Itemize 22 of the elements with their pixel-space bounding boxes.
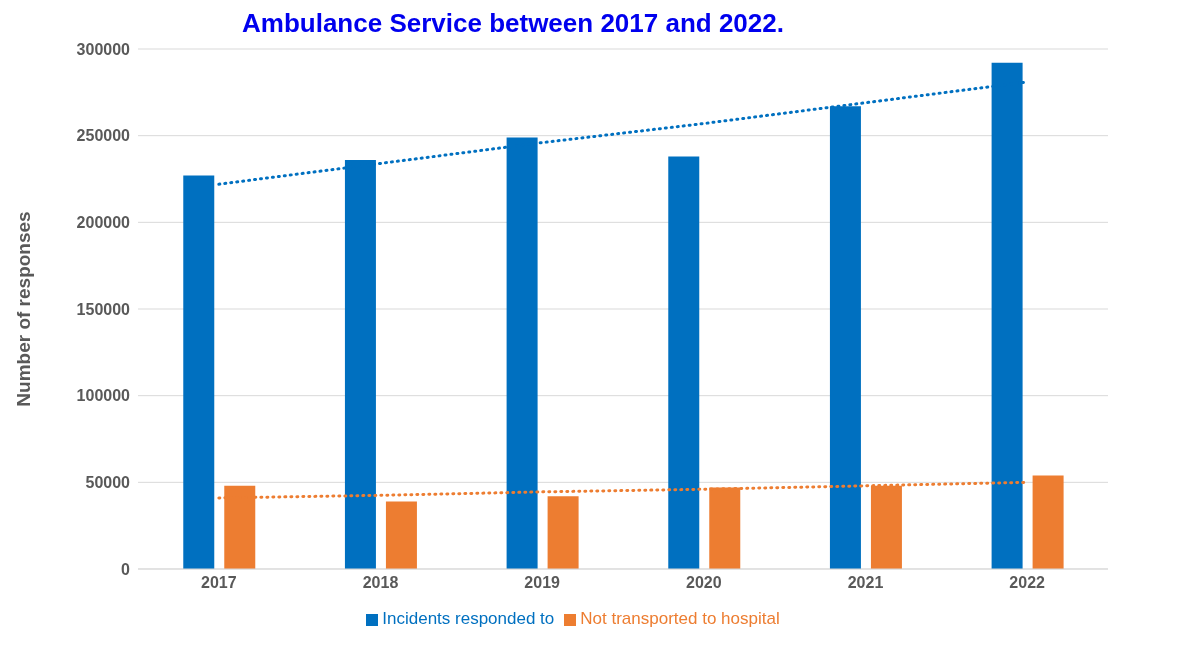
y-tick-label: 300000 xyxy=(76,40,131,58)
bar xyxy=(668,156,700,569)
bar xyxy=(1032,475,1064,569)
x-tick-label: 2017 xyxy=(201,574,237,592)
bar xyxy=(385,501,417,569)
y-tick-label: 250000 xyxy=(76,127,131,145)
legend-label: Not transported to hospital xyxy=(580,609,780,628)
y-tick-label: 100000 xyxy=(76,387,131,405)
bar xyxy=(547,496,579,569)
y-tick-label: 150000 xyxy=(76,300,131,318)
y-tick-label: 200000 xyxy=(76,214,131,232)
y-tick-label: 50000 xyxy=(85,474,131,492)
x-tick-label: 2019 xyxy=(524,574,561,592)
bar xyxy=(183,175,215,569)
x-tick-label: 2022 xyxy=(1009,574,1046,592)
x-tick-label: 2018 xyxy=(362,574,399,592)
legend-label: Incidents responded to xyxy=(382,609,555,628)
chart-title: Ambulance Service between 2017 and 2022. xyxy=(241,8,785,39)
x-tick-label: 2021 xyxy=(847,574,884,592)
y-axis-title: Number of responses xyxy=(12,211,34,407)
x-tick-label: 2020 xyxy=(686,574,722,592)
y-tick-label: 0 xyxy=(121,560,131,578)
